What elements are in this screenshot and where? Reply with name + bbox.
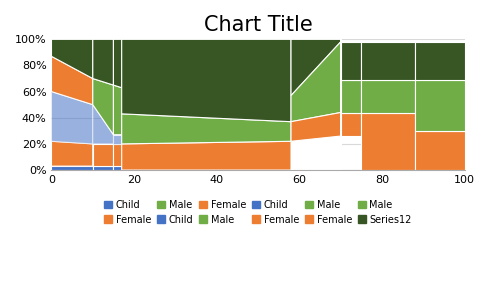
Polygon shape	[341, 113, 361, 136]
Polygon shape	[415, 131, 465, 170]
Polygon shape	[51, 56, 93, 105]
Polygon shape	[415, 80, 465, 131]
Polygon shape	[291, 39, 341, 96]
Polygon shape	[361, 42, 415, 80]
Polygon shape	[93, 144, 114, 166]
Legend: Child, Female, Male, Child, Female, Male, Child, Female, Male, Female, Male, Ser: Child, Female, Male, Child, Female, Male…	[100, 196, 416, 229]
Polygon shape	[341, 42, 361, 80]
Polygon shape	[415, 42, 465, 80]
Polygon shape	[114, 166, 122, 170]
Polygon shape	[51, 141, 93, 166]
Polygon shape	[51, 39, 93, 79]
Polygon shape	[361, 80, 415, 113]
Polygon shape	[93, 166, 114, 170]
Polygon shape	[93, 39, 114, 85]
Polygon shape	[114, 144, 122, 166]
Title: Chart Title: Chart Title	[204, 15, 312, 35]
Polygon shape	[291, 113, 341, 141]
Polygon shape	[122, 141, 291, 170]
Polygon shape	[291, 42, 341, 122]
Polygon shape	[291, 39, 341, 170]
Polygon shape	[51, 91, 93, 144]
Polygon shape	[341, 80, 361, 113]
Polygon shape	[93, 105, 114, 144]
Polygon shape	[114, 85, 122, 135]
Polygon shape	[114, 135, 122, 144]
Polygon shape	[122, 39, 291, 122]
Polygon shape	[93, 79, 114, 135]
Polygon shape	[122, 114, 291, 144]
Polygon shape	[51, 166, 93, 170]
Polygon shape	[361, 113, 415, 170]
Polygon shape	[114, 39, 122, 88]
